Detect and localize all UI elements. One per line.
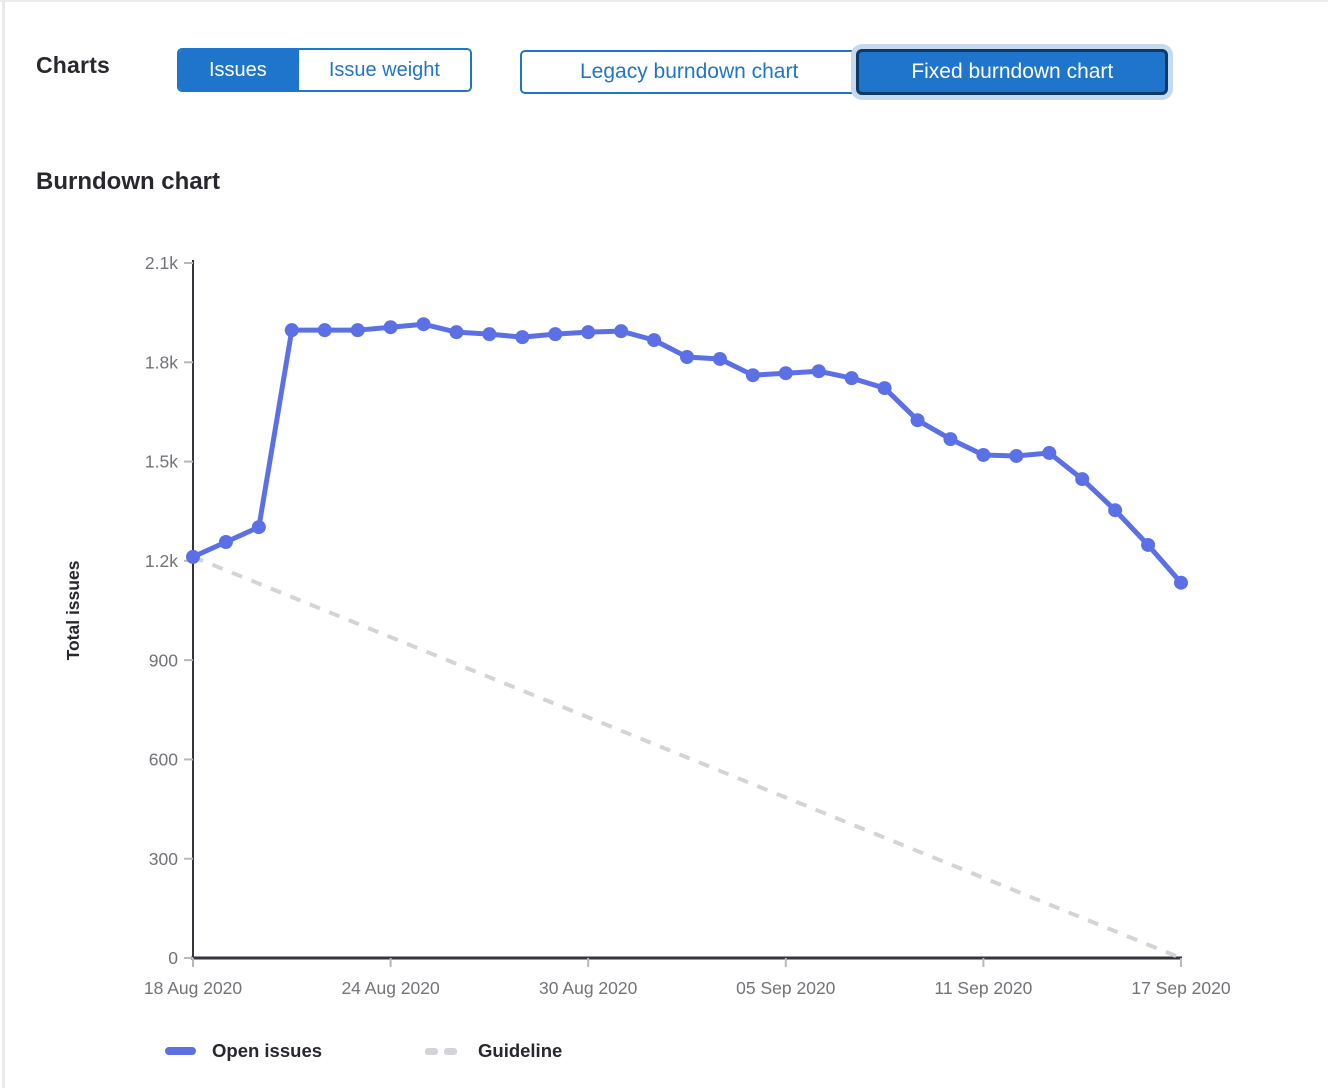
charts-label: Charts bbox=[36, 52, 111, 78]
data-point[interactable] bbox=[449, 325, 464, 340]
x-tick-label: 30 Aug 2020 bbox=[539, 978, 638, 998]
data-point[interactable] bbox=[482, 327, 497, 342]
y-tick-label: 1.8k bbox=[145, 352, 178, 372]
issues-toggle-button[interactable]: Issues bbox=[179, 50, 297, 90]
x-tick-label: 24 Aug 2020 bbox=[341, 978, 440, 998]
y-tick-label: 600 bbox=[149, 750, 178, 770]
data-point[interactable] bbox=[877, 381, 892, 396]
data-point[interactable] bbox=[778, 366, 793, 381]
y-axis-title: Total issues bbox=[63, 560, 83, 660]
data-point[interactable] bbox=[745, 368, 760, 383]
data-point[interactable] bbox=[1042, 445, 1057, 460]
legend-guideline-label: Guideline bbox=[478, 1040, 563, 1061]
legend-open-issues-label: Open issues bbox=[212, 1040, 323, 1061]
y-tick-label: 900 bbox=[149, 650, 178, 670]
y-tick-label: 300 bbox=[149, 849, 178, 869]
x-tick-label: 11 Sep 2020 bbox=[934, 978, 1032, 998]
data-point[interactable] bbox=[548, 327, 563, 342]
data-point[interactable] bbox=[976, 447, 991, 462]
data-point[interactable] bbox=[910, 413, 925, 428]
guideline-swatch bbox=[425, 1047, 457, 1055]
data-point[interactable] bbox=[1009, 448, 1024, 463]
metric-toggle-group: Issues Issue weight bbox=[177, 48, 472, 92]
legacy-burndown-chart-button[interactable]: Legacy burndown chart bbox=[520, 50, 859, 94]
data-point[interactable] bbox=[251, 520, 266, 535]
data-point[interactable] bbox=[647, 333, 662, 348]
fixed-burndown-chart-button[interactable]: Fixed burndown chart bbox=[856, 49, 1169, 95]
data-point[interactable] bbox=[1141, 537, 1156, 552]
data-point[interactable] bbox=[614, 324, 629, 339]
chart-type-toggle-group: Legacy burndown chart Fixed burndown cha… bbox=[520, 46, 1169, 98]
top-divider bbox=[0, 0, 1328, 2]
data-point[interactable] bbox=[1108, 503, 1123, 518]
data-point[interactable] bbox=[383, 320, 398, 335]
page-title: Burndown chart bbox=[36, 168, 220, 195]
x-tick-label: 18 Aug 2020 bbox=[144, 978, 243, 998]
sidebar-edge-divider bbox=[2, 0, 5, 1088]
y-tick-label: 1.5k bbox=[145, 452, 178, 472]
x-tick-label: 05 Sep 2020 bbox=[736, 978, 836, 998]
data-point[interactable] bbox=[680, 349, 694, 364]
y-tick-label: 0 bbox=[168, 948, 178, 968]
data-point[interactable] bbox=[844, 371, 859, 386]
data-point[interactable] bbox=[712, 351, 727, 366]
x-tick-label: 17 Sep 2020 bbox=[1131, 978, 1231, 998]
legend-guideline[interactable]: Guideline bbox=[425, 1040, 562, 1062]
data-point[interactable] bbox=[218, 534, 233, 549]
data-point[interactable] bbox=[515, 330, 530, 345]
data-point[interactable] bbox=[350, 323, 365, 338]
burndown-chart: 0 300 600 900 1.2k 1.5k 1.8k 2.1k 18 Aug 2020 24 … bbox=[63, 253, 1231, 998]
issue-weight-toggle-button[interactable]: Issue weight bbox=[296, 50, 470, 90]
data-point[interactable] bbox=[1075, 472, 1090, 487]
open-issues-swatch bbox=[165, 1047, 196, 1055]
legend-open-issues[interactable]: Open issues bbox=[165, 1040, 322, 1062]
data-point[interactable] bbox=[943, 432, 958, 447]
y-tick-label: 2.1k bbox=[145, 253, 178, 273]
data-point[interactable] bbox=[284, 323, 299, 338]
guideline-line bbox=[192, 555, 1182, 960]
data-point[interactable] bbox=[581, 325, 596, 340]
data-point[interactable] bbox=[811, 364, 826, 379]
data-point[interactable] bbox=[186, 549, 200, 564]
data-point[interactable] bbox=[317, 323, 332, 338]
y-tick-label: 1.2k bbox=[145, 551, 178, 571]
data-point[interactable] bbox=[1174, 575, 1188, 590]
data-point[interactable] bbox=[416, 317, 431, 332]
